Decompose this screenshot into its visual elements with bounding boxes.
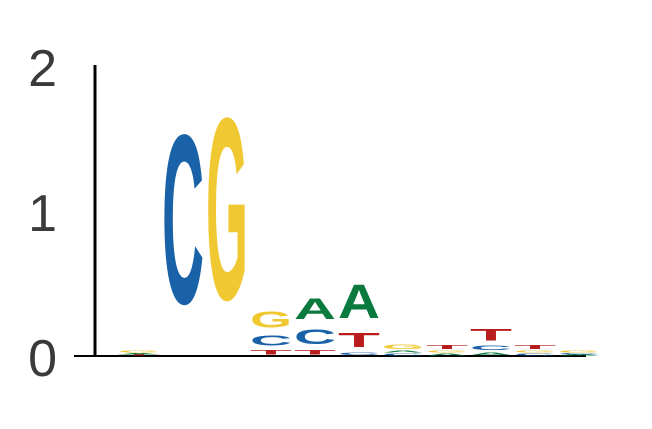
y-tick-label-0: 0 (28, 330, 57, 388)
logo-letter-c-pos-5: C (294, 326, 336, 349)
y-tick-label-1: 1 (28, 185, 57, 243)
logo-letter-a-pos-1: A (118, 353, 160, 354)
logo-letter-a-pos-5: A (294, 292, 336, 326)
y-tick-label-2: 2 (28, 40, 57, 98)
logo-letter-t-pos-5: T (294, 349, 336, 356)
logo-letter-c-pos-7: C (382, 353, 424, 356)
logo-letter-c-pos-6: C (338, 352, 380, 356)
logo-letter-t-pos-6: T (338, 328, 380, 351)
logo-letter-a-pos-11: A (558, 355, 600, 356)
logo-letter-g-pos-11: G (558, 350, 600, 353)
logo-letter-c-pos-11: C (558, 353, 600, 354)
logo-letter-a-pos-9: A (470, 352, 512, 356)
logo-letter-g-pos-10: G (514, 350, 556, 353)
logo-letter-g-pos-8: G (426, 350, 468, 353)
logo-letter-c-pos-9: C (470, 344, 512, 351)
logo-letter-t-pos-8: T (426, 344, 468, 350)
logo-letter-g-pos-7: G (382, 343, 424, 350)
logo-letter-c-pos-2: C (162, 86, 204, 355)
logo-letter-a-pos-7: A (382, 350, 424, 353)
logo-letter-g-pos-4: G (250, 306, 292, 332)
logo-letter-a-pos-8: A (426, 353, 468, 356)
logo-letter-g-pos-3: G (206, 63, 248, 354)
logo-letter-t-pos-4: T (250, 349, 292, 356)
logo-letter-c-pos-10: C (514, 353, 556, 356)
logo-letter-g-pos-1: G (118, 350, 160, 353)
logo-letter-c-pos-4: C (250, 333, 292, 349)
logo-letter-t-pos-1: T (118, 355, 160, 356)
logo-letter-t-pos-9: T (470, 325, 513, 344)
logo-letter-t-pos-10: T (514, 344, 556, 350)
logo-letter-a-pos-6: A (338, 275, 380, 328)
